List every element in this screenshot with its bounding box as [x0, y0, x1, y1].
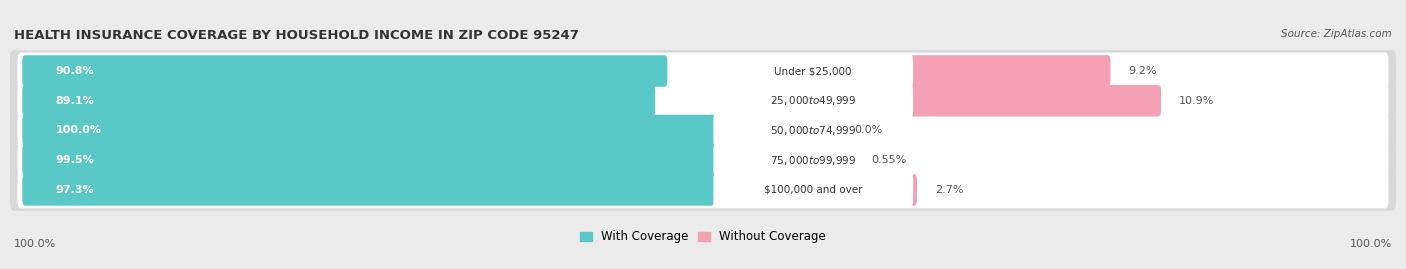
Text: 100.0%: 100.0% [55, 125, 101, 136]
Text: $100,000 and over: $100,000 and over [763, 185, 862, 195]
FancyBboxPatch shape [10, 50, 1396, 92]
FancyBboxPatch shape [10, 139, 1396, 181]
FancyBboxPatch shape [10, 169, 1396, 211]
FancyBboxPatch shape [17, 82, 1389, 119]
Text: 0.55%: 0.55% [870, 155, 907, 165]
Text: 97.3%: 97.3% [55, 185, 94, 195]
FancyBboxPatch shape [17, 112, 1389, 149]
FancyBboxPatch shape [17, 142, 1389, 179]
Text: Under $25,000: Under $25,000 [775, 66, 852, 76]
Text: $25,000 to $49,999: $25,000 to $49,999 [770, 94, 856, 107]
FancyBboxPatch shape [713, 83, 912, 118]
Text: 100.0%: 100.0% [1350, 239, 1392, 249]
FancyBboxPatch shape [22, 115, 734, 146]
Text: $75,000 to $99,999: $75,000 to $99,999 [770, 154, 856, 167]
FancyBboxPatch shape [22, 85, 655, 116]
Text: 90.8%: 90.8% [55, 66, 94, 76]
FancyBboxPatch shape [831, 144, 853, 176]
Text: 10.9%: 10.9% [1180, 96, 1215, 106]
Text: HEALTH INSURANCE COVERAGE BY HOUSEHOLD INCOME IN ZIP CODE 95247: HEALTH INSURANCE COVERAGE BY HOUSEHOLD I… [14, 29, 579, 42]
FancyBboxPatch shape [831, 55, 1111, 87]
FancyBboxPatch shape [10, 110, 1396, 151]
FancyBboxPatch shape [831, 174, 917, 206]
FancyBboxPatch shape [713, 54, 912, 88]
FancyBboxPatch shape [10, 80, 1396, 122]
FancyBboxPatch shape [713, 173, 912, 207]
FancyBboxPatch shape [22, 144, 730, 176]
Text: 2.7%: 2.7% [935, 185, 963, 195]
Legend: With Coverage, Without Coverage: With Coverage, Without Coverage [579, 230, 827, 243]
Text: 100.0%: 100.0% [14, 239, 56, 249]
Text: Source: ZipAtlas.com: Source: ZipAtlas.com [1281, 29, 1392, 39]
Text: 99.5%: 99.5% [55, 155, 94, 165]
Text: 89.1%: 89.1% [55, 96, 94, 106]
FancyBboxPatch shape [17, 172, 1389, 208]
FancyBboxPatch shape [713, 143, 912, 178]
Text: 0.0%: 0.0% [855, 125, 883, 136]
FancyBboxPatch shape [17, 52, 1389, 89]
FancyBboxPatch shape [22, 55, 668, 87]
FancyBboxPatch shape [713, 113, 912, 148]
Text: 9.2%: 9.2% [1129, 66, 1157, 76]
Text: $50,000 to $74,999: $50,000 to $74,999 [770, 124, 856, 137]
FancyBboxPatch shape [831, 85, 1161, 116]
FancyBboxPatch shape [22, 174, 714, 206]
